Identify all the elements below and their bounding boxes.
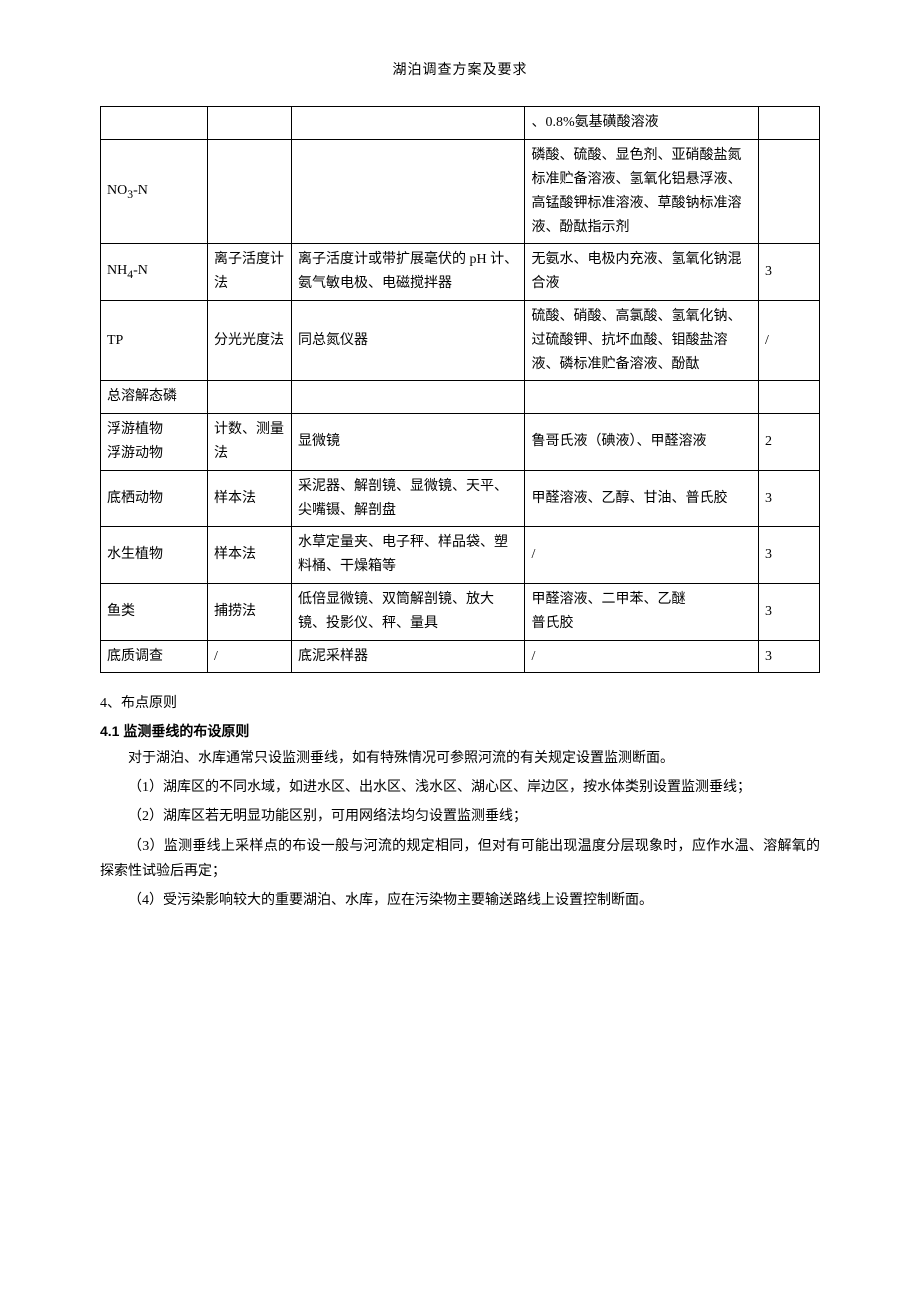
table-cell: 无氨水、电极内充液、氢氧化钠混合液 [525,244,759,301]
paragraph: （2）湖库区若无明显功能区别，可用网络法均匀设置监测垂线； [100,804,820,829]
table-cell: 浮游植物浮游动物 [101,414,208,471]
table-cell: / [525,527,759,584]
table-cell: 3 [758,583,819,640]
table-cell: 鱼类 [101,583,208,640]
table-cell: TP [101,300,208,380]
table-cell: 捕捞法 [207,583,291,640]
table-cell: 计数、测量法 [207,414,291,471]
table-cell [207,140,291,244]
table-cell: 低倍显微镜、双筒解剖镜、放大镜、投影仪、秤、量具 [291,583,525,640]
table-cell [758,107,819,140]
table-cell: 底栖动物 [101,470,208,527]
table-row: 底栖动物样本法采泥器、解剖镜、显微镜、天平、尖嘴镊、解剖盘甲醛溶液、乙醇、甘油、… [101,470,820,527]
table-cell [758,381,819,414]
table-cell: 底泥采样器 [291,640,525,673]
table-cell: / [207,640,291,673]
table-cell: 分光光度法 [207,300,291,380]
table-cell: 磷酸、硫酸、显色剂、亚硝酸盐氮标准贮备溶液、氢氧化铝悬浮液、高锰酸钾标准溶液、草… [525,140,759,244]
table-cell: 水生植物 [101,527,208,584]
table-cell: 甲醛溶液、二甲苯、乙醚普氏胶 [525,583,759,640]
table-cell: 硫酸、硝酸、高氯酸、氢氧化钠、过硫酸钾、抗坏血酸、钼酸盐溶液、磷标准贮备溶液、酚… [525,300,759,380]
paragraph: （1）湖库区的不同水域，如进水区、出水区、浅水区、湖心区、岸边区，按水体类别设置… [100,775,820,800]
table-row: TP分光光度法同总氮仪器硫酸、硝酸、高氯酸、氢氧化钠、过硫酸钾、抗坏血酸、钼酸盐… [101,300,820,380]
table-cell: NH4-N [101,244,208,301]
table-cell: 离子活度计法 [207,244,291,301]
table-cell: 采泥器、解剖镜、显微镜、天平、尖嘴镊、解剖盘 [291,470,525,527]
table-cell: 样本法 [207,470,291,527]
table-cell: 3 [758,244,819,301]
table-cell [758,140,819,244]
paragraph: （4）受污染影响较大的重要湖泊、水库，应在污染物主要输送路线上设置控制断面。 [100,888,820,913]
table-row: NO3-N 磷酸、硫酸、显色剂、亚硝酸盐氮标准贮备溶液、氢氧化铝悬浮液、高锰酸钾标… [101,140,820,244]
table-cell: 甲醛溶液、乙醇、甘油、普氏胶 [525,470,759,527]
table-cell: 2 [758,414,819,471]
table-cell: 显微镜 [291,414,525,471]
table-row: 浮游植物浮游动物计数、测量法显微镜鲁哥氏液（碘液）、甲醛溶液2 [101,414,820,471]
table-cell: 离子活度计或带扩展毫伏的 pH 计、氨气敏电极、电磁搅拌器 [291,244,525,301]
table-cell: 底质调查 [101,640,208,673]
table-row: 水生植物样本法水草定量夹、电子秤、样品袋、塑料桶、干燥箱等/3 [101,527,820,584]
table-row: 底质调查/底泥采样器/3 [101,640,820,673]
table-cell [291,381,525,414]
section-4-heading: 4、布点原则 [100,693,820,715]
page-title: 湖泊调查方案及要求 [100,60,820,82]
table-cell [525,381,759,414]
table-cell: 3 [758,470,819,527]
table-cell: 水草定量夹、电子秤、样品袋、塑料桶、干燥箱等 [291,527,525,584]
table-cell: NO3-N [101,140,208,244]
table-cell: 、0.8%氨基磺酸溶液 [525,107,759,140]
table-cell [291,107,525,140]
table-cell [207,381,291,414]
methods-table: 、0.8%氨基磺酸溶液 NO3-N 磷酸、硫酸、显色剂、亚硝酸盐氮标准贮备溶液、氢氧… [100,106,820,673]
table-cell: / [758,300,819,380]
table-cell: / [525,640,759,673]
document-page: 湖泊调查方案及要求 、0.8%氨基磺酸溶液 NO3-N 磷酸、硫酸、显色剂、亚硝酸盐… [0,0,920,977]
table-cell [101,107,208,140]
table-row: 鱼类捕捞法低倍显微镜、双筒解剖镜、放大镜、投影仪、秤、量具甲醛溶液、二甲苯、乙醚… [101,583,820,640]
paragraph: 对于湖泊、水库通常只设监测垂线，如有特殊情况可参照河流的有关规定设置监测断面。 [100,746,820,771]
table-row: NH4-N离子活度计法离子活度计或带扩展毫伏的 pH 计、氨气敏电极、电磁搅拌器… [101,244,820,301]
table-cell: 3 [758,640,819,673]
section-4-1-heading: 4.1 监测垂线的布设原则 [100,720,820,742]
table-cell: 同总氮仪器 [291,300,525,380]
table-row: 、0.8%氨基磺酸溶液 [101,107,820,140]
table-row: 总溶解态磷 [101,381,820,414]
table-cell: 3 [758,527,819,584]
table-cell [207,107,291,140]
table-cell [291,140,525,244]
table-cell: 总溶解态磷 [101,381,208,414]
table-cell: 样本法 [207,527,291,584]
paragraph: （3）监测垂线上采样点的布设一般与河流的规定相同，但对有可能出现温度分层现象时，… [100,834,820,884]
table-cell: 鲁哥氏液（碘液）、甲醛溶液 [525,414,759,471]
